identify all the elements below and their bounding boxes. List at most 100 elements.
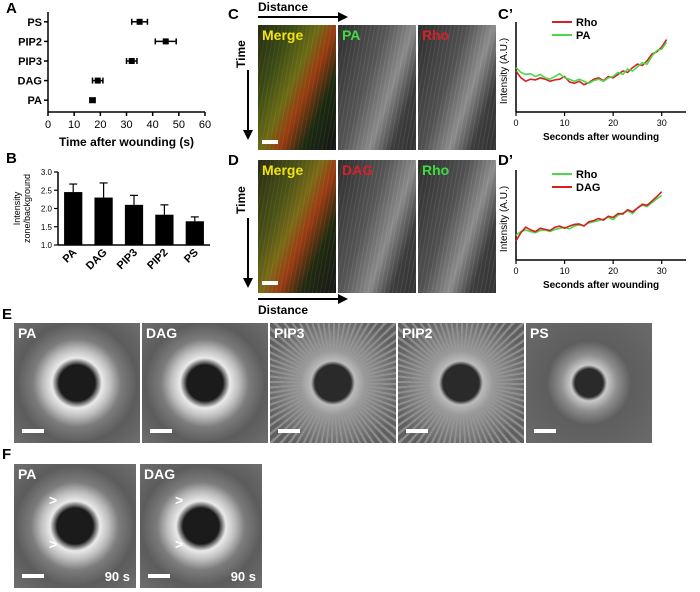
series-line-pa [515,41,668,85]
kymo-c-rho-image: Rho [418,25,496,150]
micrograph-label: PS [530,325,549,341]
bar [64,192,83,245]
x-tick-label: 40 [147,119,159,131]
x-axis-label: Seconds after wounding [543,280,659,291]
x-tick-label: 0 [513,118,518,128]
x-tick-label: 20 [94,119,106,131]
data-point [94,77,101,84]
x-tick-label: 30 [657,266,667,276]
x-axis-label: Time after wounding (s) [59,135,194,149]
kymo-d-merge-label: Merge [262,162,304,178]
kymo-c-merge-label: Merge [262,27,304,43]
x-tick-label: 10 [560,266,570,276]
y-axis-label: zone/background [22,174,32,243]
panel-label-e: E [2,306,13,323]
time-label-c: Time [234,40,248,68]
time-label-d: Time [234,186,248,214]
distance-arrow-bottom-icon [258,294,348,304]
micrograph-label: DAG [144,466,176,482]
y-axis-label: Intensity (A.U.) [499,186,510,252]
y-axis-label: Intensity (A.U.) [499,38,510,104]
y-tick-label: DAG [18,76,42,88]
y-axis-label-group: Intensity zone/background [12,174,32,243]
y-tick-label: 2.0 [41,205,53,214]
distance-label-top: Distance [258,0,309,14]
y-tick-label: PIP2 [18,36,42,48]
time-arrow-d-icon [243,218,253,288]
arrowhead-icon: > [49,492,58,508]
micrograph-label: PA [18,325,37,341]
panel-label-d: D [228,152,239,169]
legend-label: Rho [576,17,598,29]
legend-label: PA [576,30,591,42]
micrograph-f-pa: PA 90 s > > [14,464,136,588]
micrograph-label: DAG [146,325,178,341]
chart-c-prime-lines: 0 10 20 30 Seconds after wounding Intensity (… [499,17,686,143]
data-point [162,38,169,45]
legend-label: DAG [576,182,600,194]
y-tick-label: PS [27,17,42,29]
scale-bar [262,140,278,144]
micrograph-label: PIP3 [274,325,305,341]
y-tick-label: 3.0 [41,168,53,177]
micrograph-e-ps: PS [526,323,652,443]
scale-bar [406,429,428,433]
y-tick-label: PA [28,95,43,107]
arrowhead-icon: > [175,536,184,552]
bar [185,221,204,245]
y-tick-label: 1.0 [41,241,53,250]
x-tick-label: 10 [560,118,570,128]
chart-b-intensity: 1.0 1.5 2.0 2.5 3.0 Intensity zone/background P… [12,168,210,272]
x-tick-label: 0 [513,266,518,276]
micrograph-f-dag: DAG 90 s > > [140,464,262,588]
micrograph-e-dag: DAG [142,323,268,443]
y-tick-label: PIP3 [18,56,42,68]
scale-bar [22,574,44,578]
panel-label-b: B [6,150,17,167]
x-tick-label: PIP3 [115,247,140,272]
y-tick-label: 2.5 [41,186,53,195]
panel-label-d-prime: D’ [498,152,513,169]
timestamp-label: 90 s [230,569,256,584]
distance-label-bottom: Distance [258,303,309,317]
chart-d-prime-lines: 0 10 20 30 Seconds after wounding Intensity (… [499,169,686,291]
x-tick-label: 60 [199,119,211,131]
micrograph-label: PIP2 [402,325,433,341]
x-tick-label: 0 [45,119,51,131]
bar [94,197,113,245]
kymo-c-pa-label: PA [342,27,361,43]
panel-label-c-prime: C’ [498,6,513,23]
y-tick-label: 1.5 [41,223,53,232]
arrowhead-icon: > [175,492,184,508]
micrograph-label: PA [18,466,37,482]
x-tick-label: PIP2 [145,247,170,272]
micrograph-e-pa: PA [14,323,140,443]
kymo-d-dag-image: DAG [338,160,416,293]
panel-label-c: C [228,6,239,23]
micrograph-e-pip2: PIP2 [398,323,524,443]
timestamp-label: 90 s [104,569,130,584]
panel-label-a: A [6,0,17,17]
x-tick-label: PA [61,247,80,266]
scale-bar [22,429,44,433]
micrograph-e-pip3: PIP3 [270,323,396,443]
x-tick-label: 30 [120,119,132,131]
data-point [128,58,135,64]
scale-bar [262,281,278,285]
chart-a-timing: 0 10 20 30 40 50 60 Time after wounding (s) PS PI… [18,12,211,149]
kymo-c-merge-image: Merge [258,25,336,150]
series-line-rho [515,39,668,86]
kymo-d-merge-image: Merge [258,160,336,293]
legend-label: Rho [576,169,598,181]
y-axis-label: Intensity [12,191,22,225]
scale-bar [150,429,172,433]
scale-bar [534,429,556,433]
arrowhead-icon: > [49,536,58,552]
x-axis-label: Seconds after wounding [543,132,659,143]
data-point [89,97,96,104]
kymo-c-pa-image: PA [338,25,416,150]
x-tick-label: PS [182,247,201,266]
x-tick-label: 50 [173,119,185,131]
kymo-d-rho-image: Rho [418,160,496,293]
x-tick-label: 30 [657,118,667,128]
